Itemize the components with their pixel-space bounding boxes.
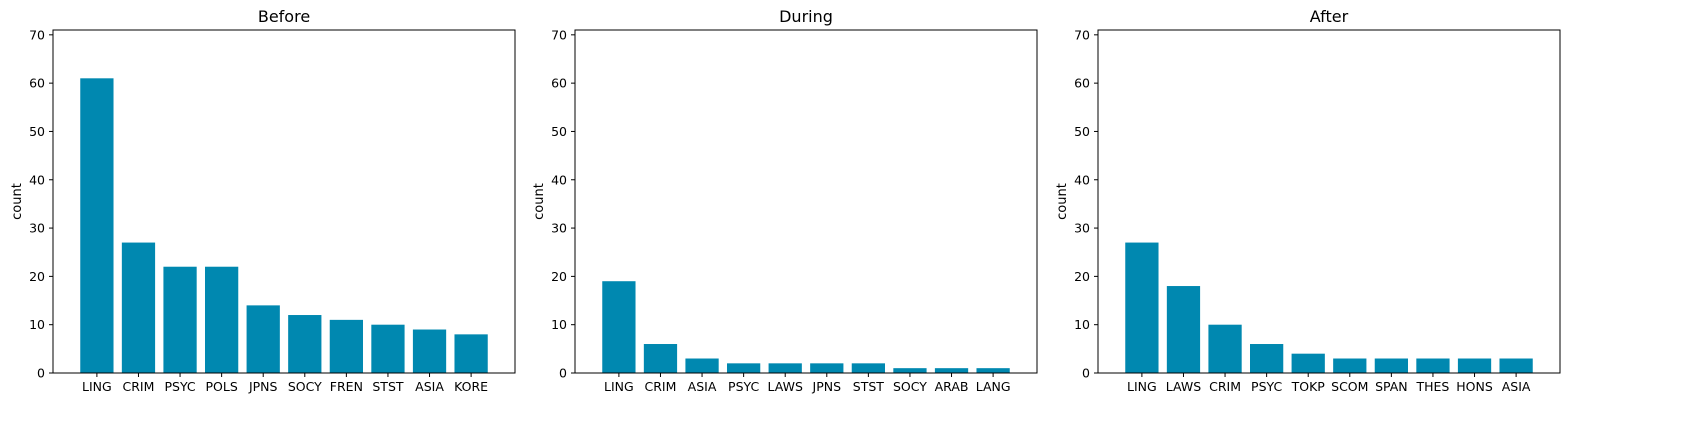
y-tick-label: 40 (29, 172, 45, 187)
bar-ling (602, 281, 636, 373)
bar-ling (1125, 242, 1159, 373)
bar-scom (1333, 358, 1367, 373)
bar-stst (851, 363, 886, 373)
y-tick-label: 0 (1082, 366, 1090, 381)
bar-thes (1416, 358, 1450, 373)
x-tick-label: TOKP (1291, 379, 1326, 394)
x-tick-label: SOCY (288, 379, 322, 394)
chart-panel-1: LING CRIM PSYC POLS JPNS SOCY FREN STST ASIA KORE… (10, 7, 516, 394)
y-tick-label: 50 (29, 124, 45, 139)
bar-laws (1166, 286, 1201, 373)
y-tick-label: 30 (29, 221, 45, 236)
y-tick-label: 10 (551, 317, 567, 332)
bar-crim (1208, 324, 1242, 373)
x-tick-label: SPAN (1375, 379, 1408, 394)
y-axis-label: count (532, 183, 547, 220)
y-tick-label: 60 (551, 76, 567, 91)
x-tick-label: STST (372, 379, 404, 394)
bar-stst (371, 324, 405, 373)
bar-ling (80, 78, 114, 373)
x-tick-label: THES (1416, 379, 1450, 394)
bar-fren (329, 319, 364, 373)
bar-crim (643, 344, 678, 373)
panel-title: After (1310, 7, 1349, 26)
x-tick-label: LING (82, 379, 112, 394)
x-tick-label: HONS (1456, 379, 1493, 394)
x-tick-label: ASIA (415, 379, 444, 394)
y-tick-label: 30 (1074, 221, 1090, 236)
y-tick-label: 0 (559, 366, 567, 381)
y-tick-label: 50 (551, 124, 567, 139)
x-tick-label: FREN (330, 379, 363, 394)
bar-tokp (1291, 353, 1325, 373)
x-tick-label: JPNS (248, 379, 278, 394)
y-tick-label: 20 (1074, 269, 1090, 284)
y-tick-label: 40 (1074, 172, 1090, 187)
x-tick-label: SOCY (893, 379, 927, 394)
x-tick-label: LANG (976, 379, 1011, 394)
x-tick-label: PSYC (1251, 379, 1282, 394)
x-tick-label: LAWS (1166, 379, 1201, 394)
x-tick-label: ASIA (1502, 379, 1531, 394)
bar-lang (976, 368, 1010, 373)
y-tick-label: 0 (37, 366, 45, 381)
y-tick-label: 70 (551, 27, 567, 42)
bar-psyc (1249, 344, 1284, 373)
bar-socy (288, 315, 322, 373)
y-tick-label: 70 (1074, 27, 1090, 42)
x-tick-label: STST (853, 379, 885, 394)
y-axis-label: count (1055, 183, 1070, 220)
y-tick-label: 20 (551, 269, 567, 284)
bar-jpns (810, 363, 844, 373)
bar-asia (412, 329, 447, 373)
y-tick-label: 50 (1074, 124, 1090, 139)
x-tick-label: LING (1127, 379, 1157, 394)
y-tick-label: 60 (29, 76, 45, 91)
y-tick-label: 10 (1074, 317, 1090, 332)
bar-arab (934, 368, 969, 373)
bar-pols (204, 266, 239, 373)
bar-asia (685, 358, 719, 373)
x-tick-label: ARAB (935, 379, 969, 394)
y-tick-label: 70 (29, 27, 45, 42)
panel-title: During (779, 7, 833, 26)
x-tick-label: KORE (454, 379, 488, 394)
bar-hons (1457, 358, 1492, 373)
plot-frame (52, 29, 516, 374)
y-tick-label: 10 (29, 317, 45, 332)
x-tick-label: ASIA (688, 379, 717, 394)
bar-crim (121, 242, 156, 373)
x-tick-label: PSYC (164, 379, 195, 394)
y-tick-label: 30 (551, 221, 567, 236)
x-tick-label: LING (604, 379, 634, 394)
plot-frame (574, 29, 1038, 374)
x-tick-label: CRIM (123, 379, 155, 394)
x-tick-label: SCOM (1331, 379, 1368, 394)
bar-socy (893, 368, 927, 373)
x-tick-label: PSYC (728, 379, 759, 394)
panel-title: Before (258, 7, 310, 26)
bar-psyc (163, 266, 197, 373)
x-tick-label: POLS (205, 379, 237, 394)
y-tick-label: 20 (29, 269, 45, 284)
y-tick-label: 60 (1074, 76, 1090, 91)
y-axis-label: count (10, 183, 25, 220)
bar-laws (768, 363, 802, 373)
bar-span (1374, 358, 1409, 373)
x-tick-label: CRIM (1209, 379, 1241, 394)
bar-asia (1499, 358, 1533, 373)
bar-psyc (726, 363, 761, 373)
y-tick-label: 40 (551, 172, 567, 187)
x-tick-label: CRIM (645, 379, 677, 394)
bar-jpns (246, 305, 280, 373)
chart-panel-2: LING CRIM ASIA PSYC LAWS JPNS STST SOCY ARAB LANG… (532, 7, 1038, 394)
bar-kore (454, 334, 488, 373)
chart-panel-3: LING LAWS CRIM PSYC TOKP SCOM SPAN THES HONS ASIA… (1055, 7, 1561, 394)
x-tick-label: LAWS (767, 379, 802, 394)
plot-frame (1097, 29, 1561, 374)
x-tick-label: JPNS (812, 379, 842, 394)
